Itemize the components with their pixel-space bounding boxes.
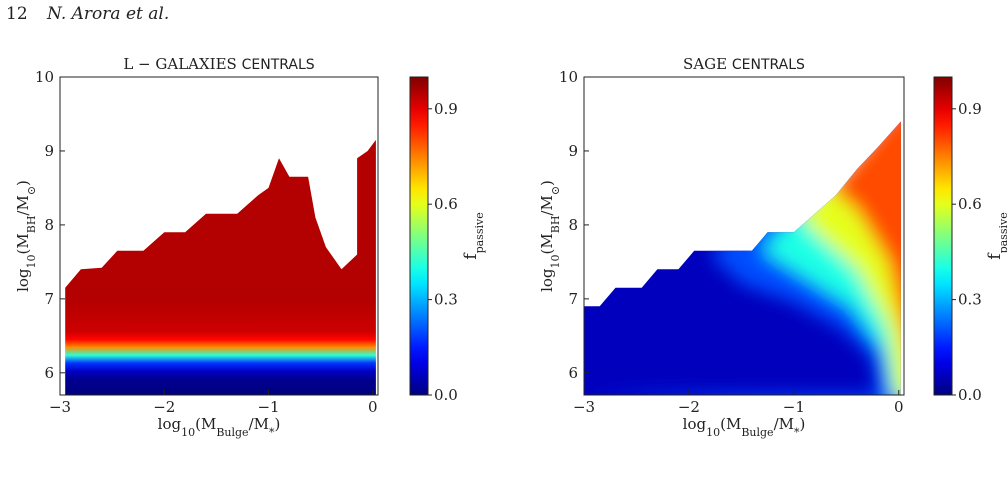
colorbar-tick-label: 0.0 bbox=[958, 386, 982, 404]
y-tick-label: 6 bbox=[44, 364, 54, 382]
colorbar-tick-label: 0.0 bbox=[434, 386, 458, 404]
y-tick-label: 7 bbox=[568, 290, 578, 308]
y-axis-label: log10(MBH/M⊙) bbox=[14, 180, 38, 292]
plot-frame bbox=[59, 76, 379, 396]
contour-band bbox=[830, 121, 901, 396]
contour-band bbox=[799, 121, 901, 396]
y-tick-label: 9 bbox=[44, 142, 54, 160]
colorbar-tick-label: 0.9 bbox=[958, 100, 982, 118]
colorbar-tick-label: 0.3 bbox=[958, 291, 982, 309]
heatmap-field bbox=[584, 121, 901, 396]
colorbar-label: fpassive bbox=[461, 212, 486, 259]
y-tick-label: 8 bbox=[568, 216, 578, 234]
colorbar-bar bbox=[933, 76, 953, 396]
x-tick-label: 0 bbox=[368, 398, 378, 416]
plot-frame bbox=[583, 76, 905, 396]
x-axis-label: log10(MBulge/M*) bbox=[158, 415, 281, 439]
chart-panel-1: −3 −2 −1 0 6 7 8 9 10 L − GALAXIES CENTRALS log10(… bbox=[14, 55, 486, 439]
x-tick-label: −1 bbox=[257, 398, 279, 416]
page-number: 12 bbox=[6, 4, 28, 24]
colorbar-bar bbox=[409, 76, 429, 396]
heatmap-field bbox=[65, 139, 376, 395]
y-tick-label: 7 bbox=[44, 290, 54, 308]
y-tick-label: 10 bbox=[35, 68, 54, 86]
chart-panel-2: −3 −2 −1 0 6 7 8 9 10 SAGE CENTRALS log10(MBulge/M… bbox=[538, 55, 1007, 439]
colorbar: 0.0 0.3 0.6 0.9 fpassive bbox=[409, 76, 486, 404]
colorbar-tick-label: 0.9 bbox=[434, 100, 458, 118]
x-tick-label: −2 bbox=[153, 398, 175, 416]
x-tick-label: −1 bbox=[783, 398, 805, 416]
colorbar-label: fpassive bbox=[985, 212, 1007, 259]
x-tick-label: −2 bbox=[678, 398, 700, 416]
colorbar-tick-label: 0.6 bbox=[434, 195, 458, 213]
x-tick-label: 0 bbox=[894, 398, 904, 416]
heatmap-fill bbox=[65, 139, 376, 395]
colorbar: 0.0 0.3 0.6 0.9 fpassive bbox=[933, 76, 1007, 404]
chart-title: L − GALAXIES CENTRALS bbox=[123, 55, 314, 73]
x-tick-label: −3 bbox=[573, 398, 595, 416]
y-tick-label: 8 bbox=[44, 216, 54, 234]
chart-title: SAGE CENTRALS bbox=[683, 55, 805, 73]
colorbar-tick-label: 0.3 bbox=[434, 291, 458, 309]
y-tick-label: 6 bbox=[568, 364, 578, 382]
x-tick-label: −3 bbox=[49, 398, 71, 416]
y-axis-label: log10(MBH/M⊙) bbox=[538, 180, 562, 292]
y-tick-label: 10 bbox=[559, 68, 578, 86]
y-tick-label: 9 bbox=[568, 142, 578, 160]
author-line: N. Arora et al. bbox=[47, 4, 170, 24]
x-axis-label: log10(MBulge/M*) bbox=[683, 415, 806, 439]
page-header: 12 N. Arora et al. bbox=[6, 4, 169, 24]
colorbar-tick-label: 0.6 bbox=[958, 195, 982, 213]
